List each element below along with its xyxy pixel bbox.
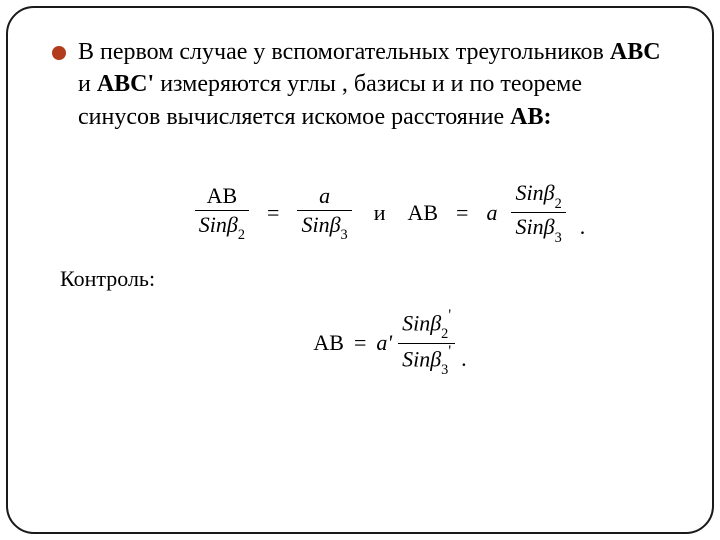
denominator-sinb3: Sinβ3 [297,210,351,242]
fraction-ab-sinb2: AB Sinβ2 [195,184,249,242]
fraction-a-sinb3: a Sinβ3 [297,184,351,242]
control-label: Контроль: [60,266,668,292]
text-abc: АВС [610,39,661,65]
numerator-a: a [315,184,334,210]
bullet-paragraph: В первом случае у вспомогательных треуго… [52,36,668,133]
period-1: . [580,214,586,244]
ab-text: AB [407,200,438,226]
denominator-sinb3p: Sinβ3' [398,343,455,376]
numerator-sinb2p: Sinβ2' [398,310,455,342]
equation-row-1: AB Sinβ2 = a Sinβ3 и AB = a Sinβ2 Sinβ3 … [112,181,668,244]
text-part-2: и [78,71,97,97]
math-block: AB Sinβ2 = a Sinβ3 и AB = a Sinβ2 Sinβ3 … [52,181,668,376]
and-text: и [366,200,394,226]
equals-3: = [350,330,370,356]
ab-text-2: AB [313,330,344,356]
text-abc-prime: АВС' [97,71,154,97]
numerator-ab: AB [203,184,242,210]
text-part-1: В первом случае у вспомогательных треуго… [78,39,610,65]
equation-row-2: AB = a' Sinβ2' Sinβ3' . [112,310,668,376]
fraction-sinb2-sinb3: Sinβ2 Sinβ3 [511,181,565,244]
denominator-sinb3b: Sinβ3 [511,212,565,244]
numerator-sinb2: Sinβ2 [511,181,565,212]
fraction-sinb2p-sinb3p: Sinβ2' Sinβ3' [398,310,455,376]
bullet-icon [52,46,66,60]
slide-frame: В первом случае у вспомогательных треуго… [6,6,714,534]
equals-2: = [452,200,472,226]
a-text: a [486,200,497,226]
a-prime-text: a' [376,330,392,356]
text-part-3: измеряются углы , базисы и и по теореме … [78,71,582,129]
denominator-sinb2: Sinβ2 [195,210,249,242]
equals-1: = [263,200,283,226]
paragraph-text: В первом случае у вспомогательных треуго… [78,36,668,133]
text-ab-colon: АВ: [510,104,551,130]
period-2: . [461,346,467,376]
